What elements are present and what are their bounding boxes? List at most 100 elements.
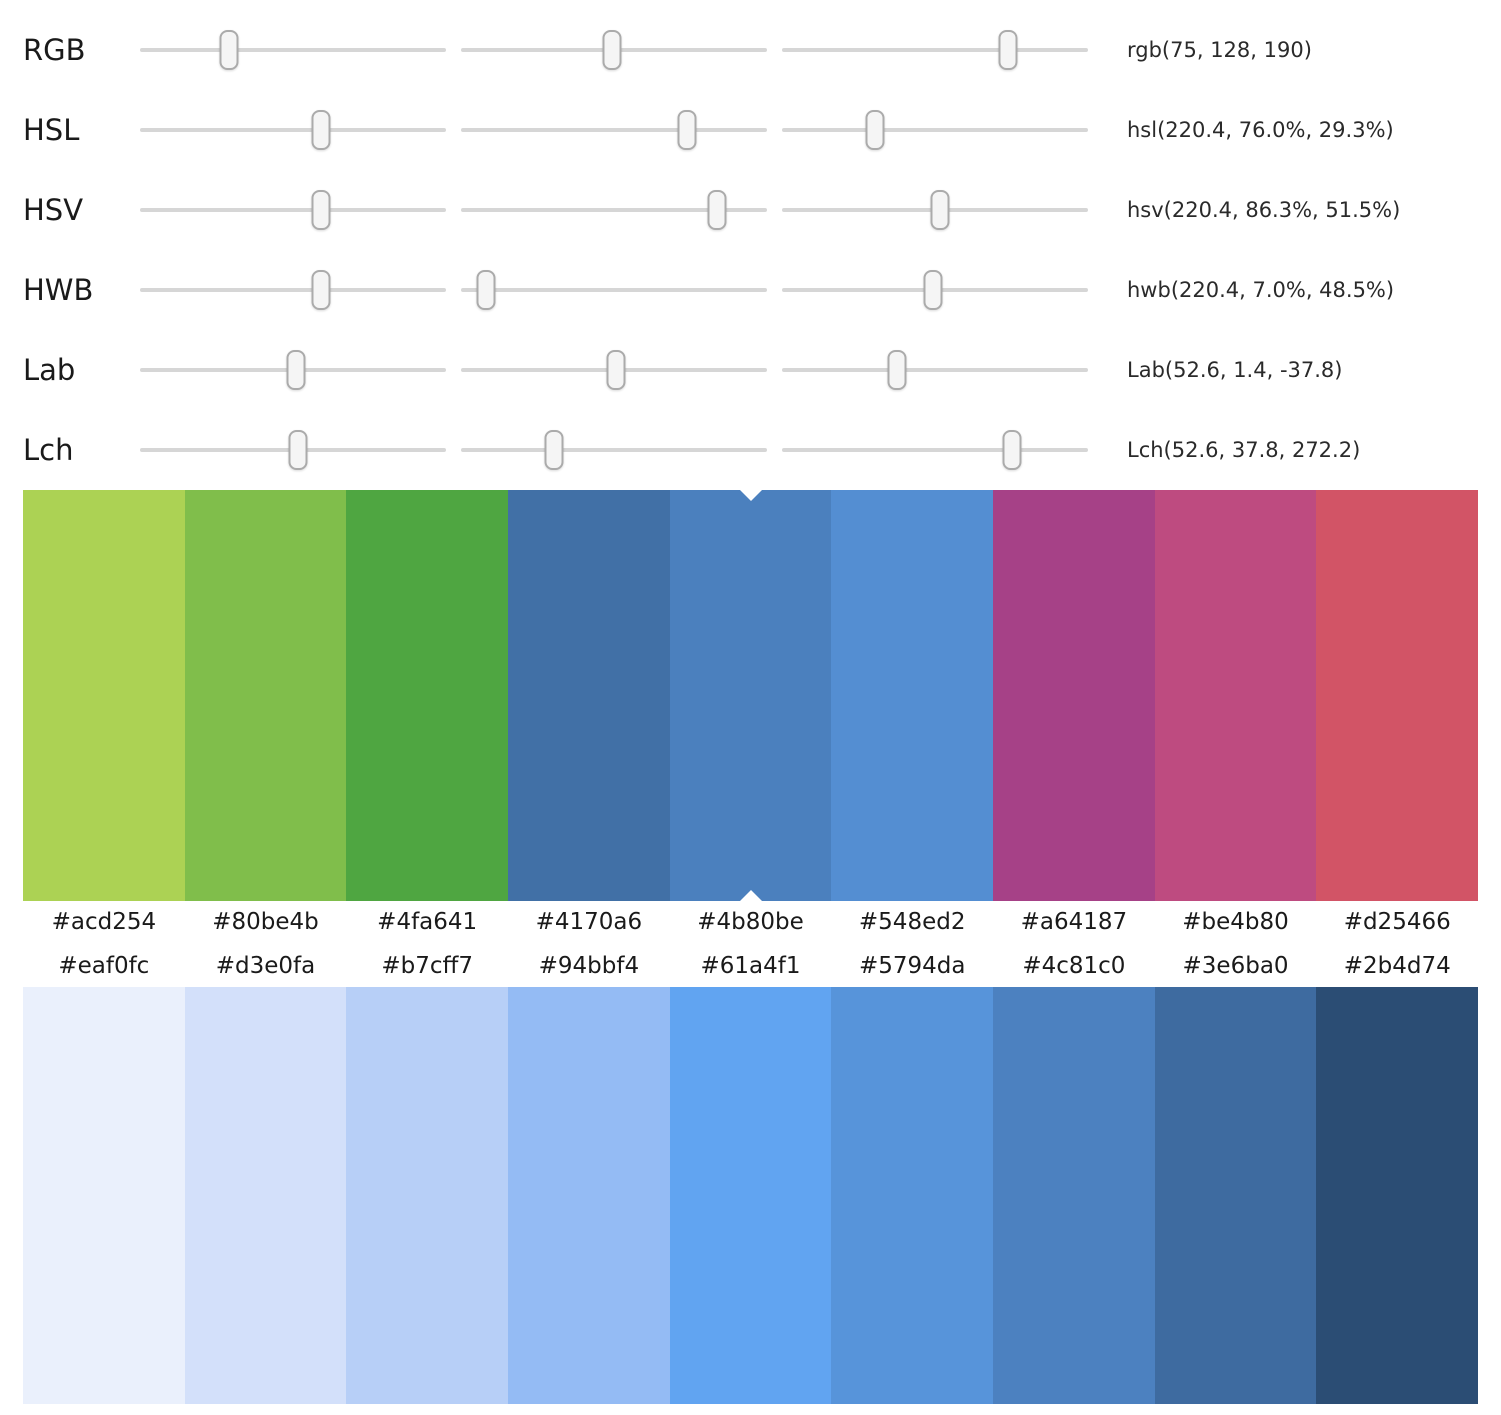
hwb-slider-2[interactable]	[461, 268, 767, 312]
rgb-slider-1[interactable]	[140, 28, 446, 72]
hsv-slider-3[interactable]	[782, 188, 1088, 232]
shade-swatch-1[interactable]	[23, 987, 185, 1404]
slider-row-value: hwb(220.4, 7.0%, 48.5%)	[1127, 278, 1395, 302]
hue-swatch-9[interactable]	[1316, 490, 1479, 901]
hsl-slider-3-thumb[interactable]	[865, 110, 885, 150]
rgb-slider-3[interactable]	[782, 28, 1088, 72]
selected-swatch-top-notch-icon	[739, 490, 762, 501]
hue-hex-label-2: #80be4b	[212, 909, 319, 935]
shade-swatch-3[interactable]	[346, 987, 509, 1404]
hue-swatch-8[interactable]	[1154, 490, 1317, 901]
hue-swatch-7[interactable]	[993, 490, 1155, 901]
slider-row-rgb: RGB rgb(75, 128, 190)	[0, 10, 1501, 90]
shade-swatch-9[interactable]	[1316, 987, 1479, 1404]
lab-slider-2-thumb[interactable]	[606, 350, 626, 390]
color-sliders-panel: RGB rgb(75, 128, 190) HSL hsl(220.4,	[0, 0, 1501, 490]
slider-track-line	[140, 48, 446, 52]
hue-swatch-4[interactable]	[508, 490, 670, 901]
hwb-slider-3-thumb[interactable]	[923, 270, 943, 310]
hsv-slider-3-thumb[interactable]	[930, 190, 950, 230]
hue-swatch-6[interactable]	[831, 490, 994, 901]
shade-hex-label-9: #2b4d74	[1343, 953, 1451, 979]
lab-slider-1-thumb[interactable]	[286, 350, 306, 390]
hue-swatch-2[interactable]	[184, 490, 347, 901]
slider-track-line	[461, 208, 767, 212]
slider-row-hsl: HSL hsl(220.4, 76.0%, 29.3%)	[0, 90, 1501, 170]
shade-swatch-4[interactable]	[508, 987, 670, 1404]
rgb-slider-3-thumb[interactable]	[998, 30, 1018, 70]
hue-palette: #acd254 #80be4b #4fa641 #4170a6 #4b80be …	[23, 490, 1479, 943]
lch-slider-3[interactable]	[782, 428, 1088, 472]
hwb-slider-1-thumb[interactable]	[311, 270, 331, 310]
hsv-slider-2-thumb[interactable]	[707, 190, 727, 230]
hsl-slider-2-thumb[interactable]	[677, 110, 697, 150]
hue-hex-label-row: #acd254 #80be4b #4fa641 #4170a6 #4b80be …	[23, 901, 1478, 943]
hsl-slider-3[interactable]	[782, 108, 1088, 152]
slider-track-line	[782, 368, 1088, 372]
slider-row-hwb: HWB hwb(220.4, 7.0%, 48.5%)	[0, 250, 1501, 330]
lch-slider-1[interactable]	[140, 428, 446, 472]
hsl-slider-2[interactable]	[461, 108, 767, 152]
slider-row-hsv: HSV hsv(220.4, 86.3%, 51.5%)	[0, 170, 1501, 250]
hwb-slider-2-thumb[interactable]	[476, 270, 496, 310]
slider-track-line	[782, 128, 1088, 132]
slider-row-label: Lab	[23, 353, 76, 387]
slider-row-value: Lab(52.6, 1.4, -37.8)	[1127, 358, 1343, 382]
slider-row-value: Lch(52.6, 37.8, 272.2)	[1127, 438, 1361, 462]
shade-hex-label-4: #94bbf4	[538, 953, 640, 979]
rgb-slider-2[interactable]	[461, 28, 767, 72]
slider-row-label: HWB	[23, 273, 94, 307]
rgb-slider-2-thumb[interactable]	[602, 30, 622, 70]
slider-row-label: RGB	[23, 33, 86, 67]
hue-swatch-5[interactable]	[669, 490, 832, 901]
slider-row-value: hsl(220.4, 76.0%, 29.3%)	[1127, 118, 1394, 142]
shade-hex-label-3: #b7cff7	[381, 953, 473, 979]
hwb-slider-1[interactable]	[140, 268, 446, 312]
hue-swatch-row	[23, 490, 1479, 901]
slider-row-label: Lch	[23, 433, 74, 467]
slider-track-line	[140, 208, 446, 212]
slider-row-lch: Lch Lch(52.6, 37.8, 272.2)	[0, 410, 1501, 490]
slider-row-label: HSL	[23, 113, 80, 147]
shade-swatch-row	[23, 987, 1479, 1404]
hue-hex-label-8: #be4b80	[1182, 909, 1289, 935]
slider-row-value: hsv(220.4, 86.3%, 51.5%)	[1127, 198, 1401, 222]
hue-swatch-3[interactable]	[346, 490, 509, 901]
hsl-slider-1[interactable]	[140, 108, 446, 152]
lab-slider-3-thumb[interactable]	[887, 350, 907, 390]
slider-track-line	[461, 128, 767, 132]
slider-track-line	[461, 288, 767, 292]
rgb-slider-1-thumb[interactable]	[219, 30, 239, 70]
hue-hex-label-5: #4b80be	[697, 909, 804, 935]
hue-hex-label-7: #a64187	[1020, 909, 1128, 935]
hsv-slider-1[interactable]	[140, 188, 446, 232]
shade-swatch-2[interactable]	[184, 987, 347, 1404]
lab-slider-3[interactable]	[782, 348, 1088, 392]
hue-hex-label-4: #4170a6	[535, 909, 643, 935]
shade-swatch-8[interactable]	[1154, 987, 1317, 1404]
lch-slider-1-thumb[interactable]	[288, 430, 308, 470]
shade-swatch-6[interactable]	[831, 987, 994, 1404]
hwb-slider-3[interactable]	[782, 268, 1088, 312]
lch-slider-3-thumb[interactable]	[1002, 430, 1022, 470]
lch-slider-2-thumb[interactable]	[544, 430, 564, 470]
lch-slider-2[interactable]	[461, 428, 767, 472]
slider-track-line	[461, 448, 767, 452]
slider-row-value: rgb(75, 128, 190)	[1127, 38, 1312, 62]
hue-swatch-1[interactable]	[23, 490, 185, 901]
hue-hex-label-1: #acd254	[51, 909, 157, 935]
shade-palette: #eaf0fc #d3e0fa #b7cff7 #94bbf4 #61a4f1 …	[23, 943, 1479, 1404]
lab-slider-1[interactable]	[140, 348, 446, 392]
hsv-slider-2[interactable]	[461, 188, 767, 232]
hsl-slider-1-thumb[interactable]	[311, 110, 331, 150]
shade-hex-label-8: #3e6ba0	[1182, 953, 1289, 979]
hsv-slider-1-thumb[interactable]	[311, 190, 331, 230]
slider-track-line	[140, 128, 446, 132]
shade-hex-label-2: #d3e0fa	[215, 953, 316, 979]
shade-swatch-7[interactable]	[993, 987, 1155, 1404]
shade-swatch-5[interactable]	[669, 987, 832, 1404]
lab-slider-2[interactable]	[461, 348, 767, 392]
slider-track-line	[140, 288, 446, 292]
hue-hex-label-6: #548ed2	[858, 909, 966, 935]
selected-swatch-bottom-notch-icon	[739, 890, 762, 901]
